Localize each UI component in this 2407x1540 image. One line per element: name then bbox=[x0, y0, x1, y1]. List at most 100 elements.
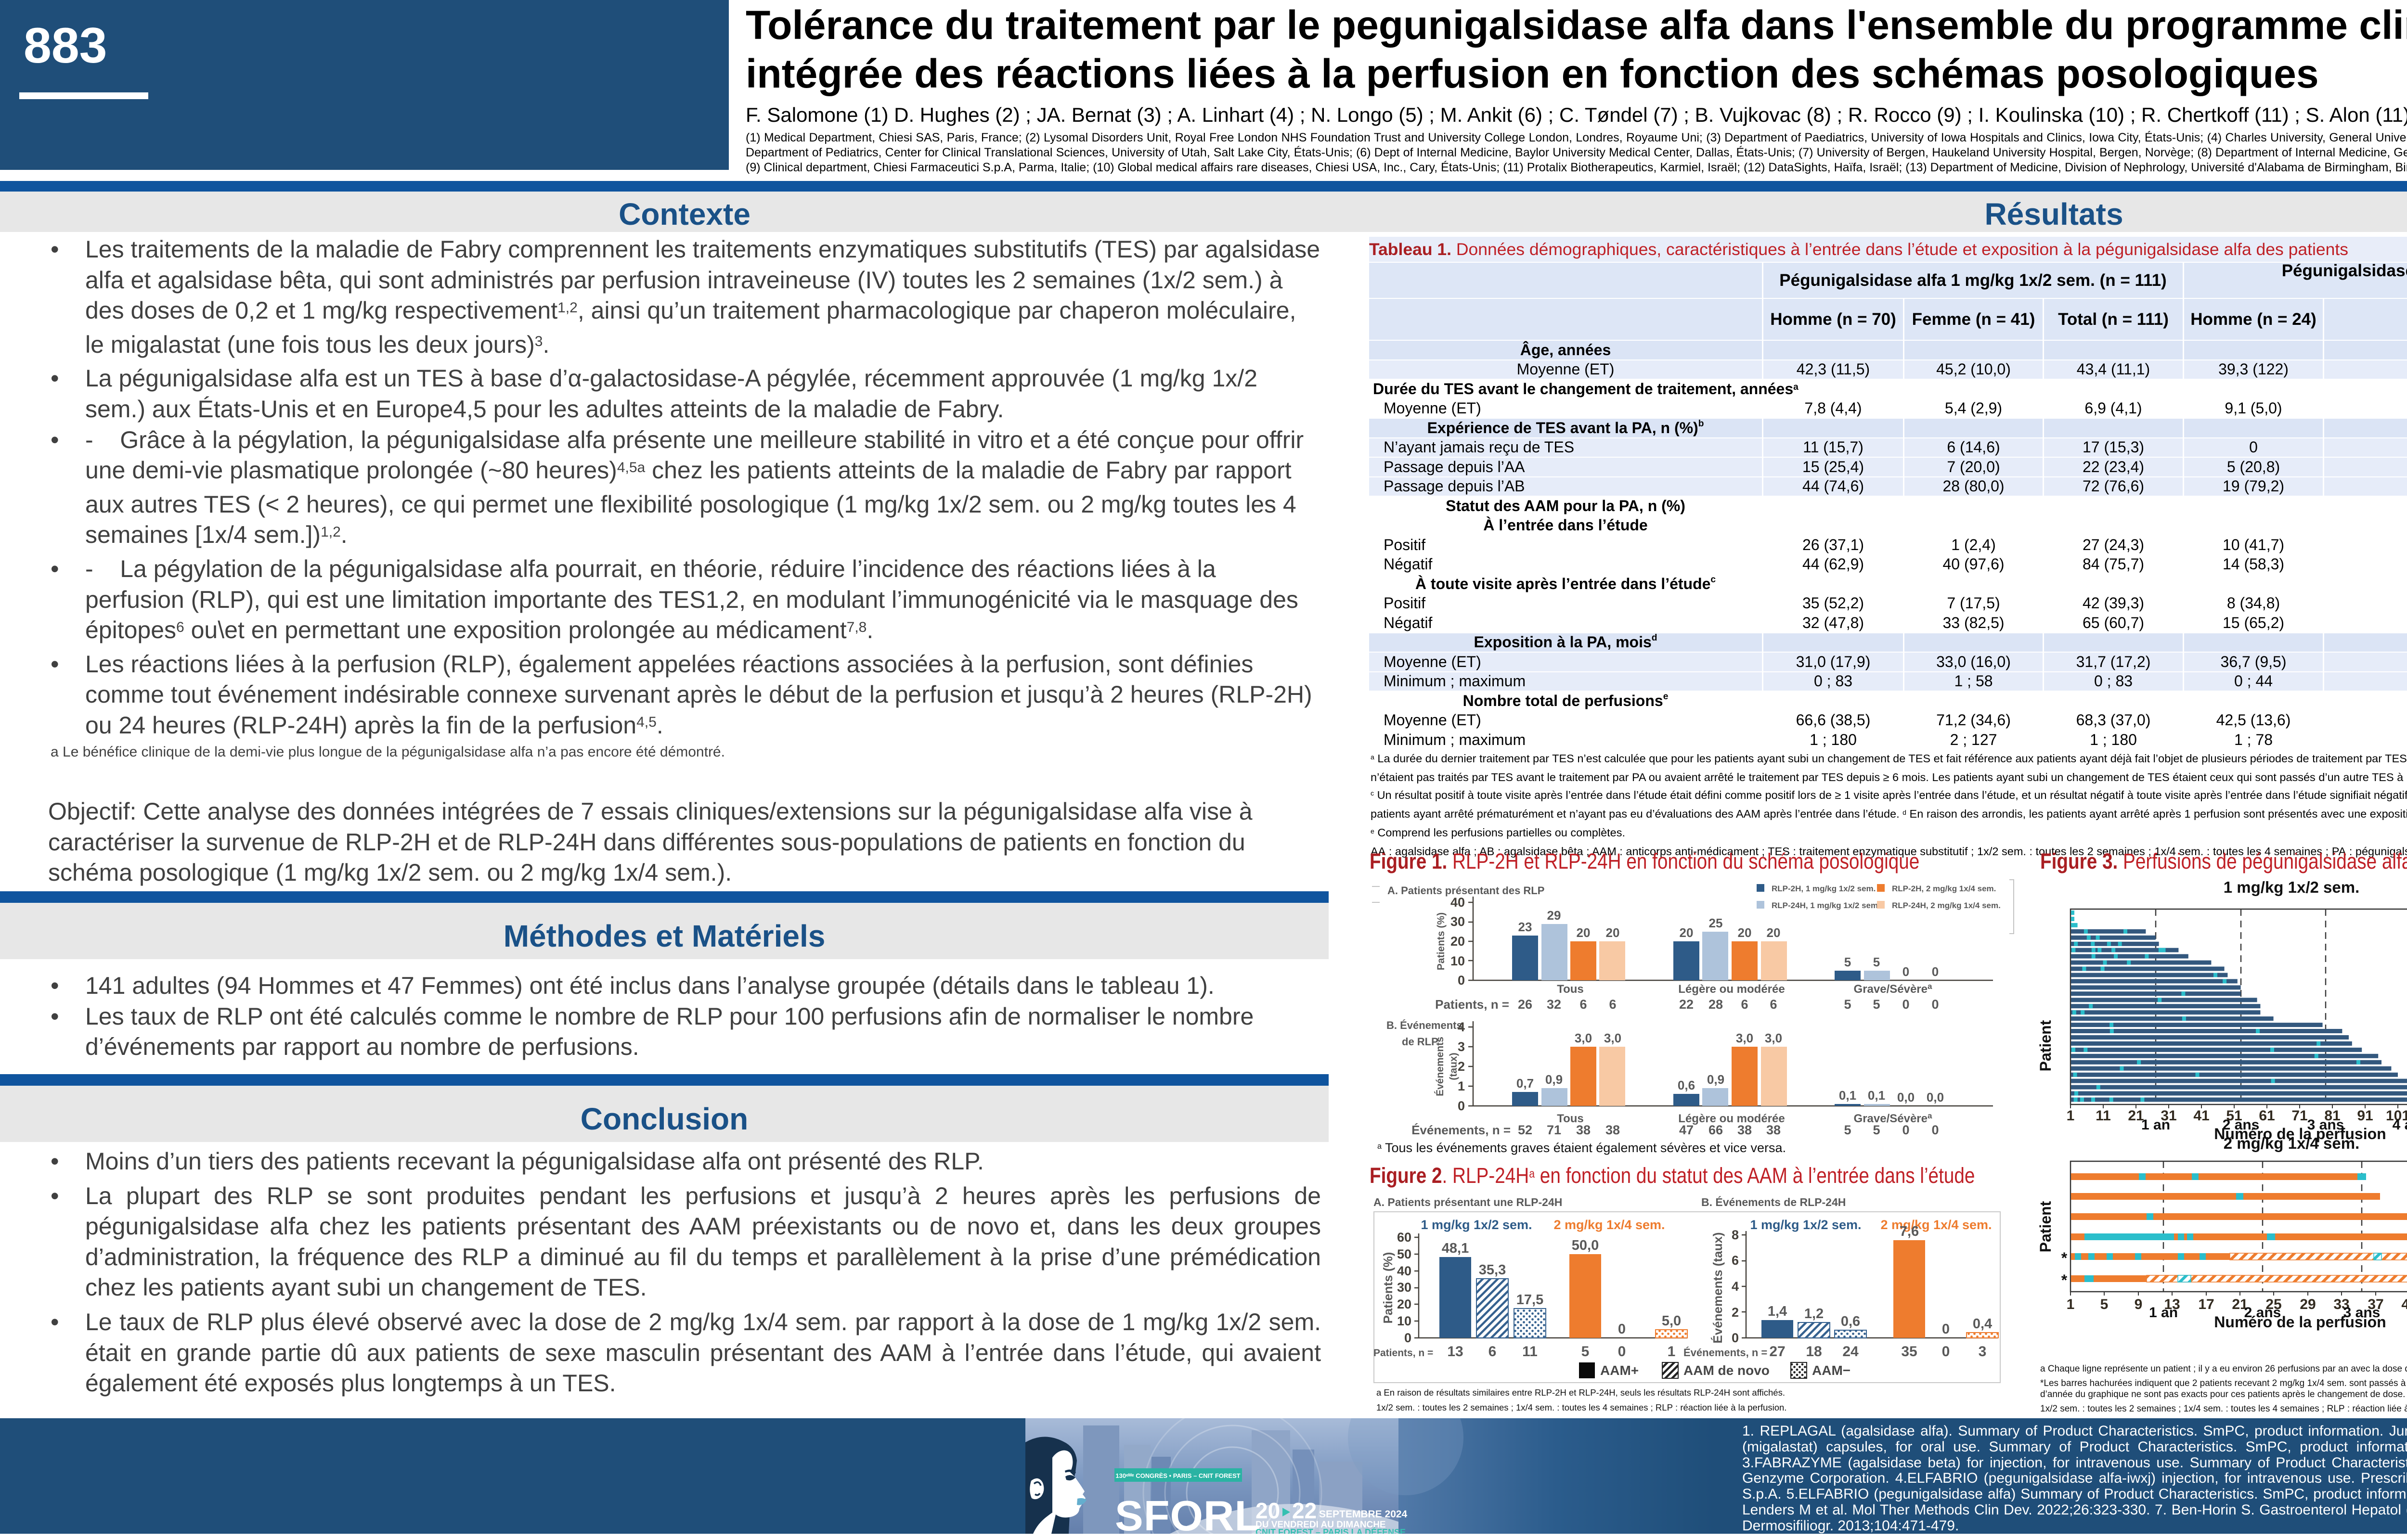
svg-text:101: 101 bbox=[2386, 1108, 2407, 1124]
svg-text:0: 0 bbox=[1458, 973, 1465, 988]
svg-text:3: 3 bbox=[1458, 1040, 1465, 1054]
svg-text:10: 10 bbox=[1450, 954, 1465, 968]
svg-text:1 mg/kg 1x/2 sem.: 1 mg/kg 1x/2 sem. bbox=[1750, 1218, 1861, 1232]
svg-text:20: 20 bbox=[1397, 1297, 1411, 1311]
svg-text:0: 0 bbox=[1931, 997, 1939, 1012]
svg-text:Patients, n =: Patients, n = bbox=[1373, 1348, 1433, 1359]
svg-text:SEPTEMBRE 2024: SEPTEMBRE 2024 bbox=[1319, 1509, 1408, 1520]
svg-text:RLP-24H, 1 mg/kg 1x/2 sem.: RLP-24H, 1 mg/kg 1x/2 sem. bbox=[1772, 901, 1880, 910]
svg-text:6: 6 bbox=[1741, 997, 1748, 1012]
svg-text:Événements: Événements bbox=[1435, 1037, 1446, 1096]
svg-text:33: 33 bbox=[2333, 1296, 2349, 1312]
svg-text:0: 0 bbox=[1618, 1344, 1626, 1360]
svg-text:Patients (%): Patients (%) bbox=[1436, 912, 1447, 970]
svg-text:5: 5 bbox=[1873, 955, 1880, 969]
svg-text:1 mg/kg 1x/2 sem.: 1 mg/kg 1x/2 sem. bbox=[2224, 878, 2359, 896]
svg-text:28: 28 bbox=[1708, 997, 1723, 1012]
svg-text:7,6: 7,6 bbox=[1900, 1224, 1919, 1239]
svg-text:0: 0 bbox=[1902, 964, 1909, 979]
svg-text:1: 1 bbox=[2067, 1108, 2075, 1124]
svg-text:17: 17 bbox=[2198, 1296, 2214, 1312]
svg-text:AAM+: AAM+ bbox=[1600, 1363, 1639, 1378]
svg-text:5,0: 5,0 bbox=[1662, 1313, 1681, 1329]
svg-text:4: 4 bbox=[1458, 1020, 1465, 1034]
svg-text:1 an: 1 an bbox=[2149, 1305, 2178, 1321]
svg-text:31: 31 bbox=[2161, 1108, 2176, 1124]
svg-text:3,0: 3,0 bbox=[1736, 1031, 1753, 1045]
svg-text:DU VENDREDI AU DIMANCHE: DU VENDREDI AU DIMANCHE bbox=[1255, 1520, 1386, 1530]
svg-text:0,0: 0,0 bbox=[1927, 1090, 1944, 1104]
svg-text:8: 8 bbox=[1732, 1228, 1739, 1242]
svg-text:0: 0 bbox=[1942, 1344, 1950, 1360]
svg-text:6: 6 bbox=[1579, 997, 1587, 1012]
svg-text:4: 4 bbox=[1732, 1279, 1739, 1294]
svg-text:0,1: 0,1 bbox=[1868, 1088, 1885, 1103]
svg-text:5: 5 bbox=[2100, 1296, 2109, 1312]
svg-text:20: 20 bbox=[1738, 925, 1752, 940]
svg-text:48,1: 48,1 bbox=[1442, 1241, 1469, 1256]
svg-text:5: 5 bbox=[1873, 1123, 1880, 1137]
svg-text:81: 81 bbox=[2324, 1108, 2340, 1124]
svg-text:Numéro de la perfusion: Numéro de la perfusion bbox=[2214, 1313, 2386, 1331]
svg-text:11: 11 bbox=[1522, 1344, 1538, 1360]
svg-text:2 ans: 2 ans bbox=[2223, 1117, 2260, 1133]
svg-text:RLP-24H, 2 mg/kg 1x/4 sem.: RLP-24H, 2 mg/kg 1x/4 sem. bbox=[1892, 901, 2001, 910]
svg-text:*: * bbox=[2061, 1271, 2068, 1289]
svg-text:0,6: 0,6 bbox=[1841, 1314, 1860, 1329]
svg-text:0: 0 bbox=[1404, 1331, 1411, 1345]
svg-text:Numéro de la perfusion: Numéro de la perfusion bbox=[2214, 1125, 2386, 1142]
svg-text:5: 5 bbox=[1873, 997, 1880, 1012]
svg-text:38: 38 bbox=[1737, 1123, 1752, 1137]
svg-text:20: 20 bbox=[1577, 925, 1591, 940]
svg-text:11: 11 bbox=[2096, 1108, 2111, 1124]
svg-text:Tous: Tous bbox=[1557, 983, 1584, 996]
svg-text:Tous: Tous bbox=[1557, 1112, 1584, 1125]
svg-text:1,2: 1,2 bbox=[1804, 1306, 1824, 1322]
svg-text:29: 29 bbox=[2300, 1296, 2316, 1312]
svg-text:Événements, n =: Événements, n = bbox=[1683, 1347, 1767, 1359]
svg-text:0: 0 bbox=[1902, 997, 1909, 1012]
svg-text:60: 60 bbox=[1397, 1230, 1411, 1245]
svg-text:37: 37 bbox=[2368, 1296, 2383, 1312]
svg-text:A. Patients présentant une RLP: A. Patients présentant une RLP-24H bbox=[1373, 1196, 1562, 1208]
svg-text:20: 20 bbox=[1255, 1498, 1280, 1523]
svg-text:CNIT FOREST – PARIS LA DÉFENSE: CNIT FOREST – PARIS LA DÉFENSE bbox=[1255, 1527, 1406, 1534]
svg-text:AAM−: AAM− bbox=[1812, 1363, 1851, 1378]
svg-text:18: 18 bbox=[1806, 1344, 1822, 1360]
svg-text:0,1: 0,1 bbox=[1839, 1088, 1856, 1103]
svg-text:0: 0 bbox=[1732, 1331, 1739, 1345]
svg-text:50,0: 50,0 bbox=[1572, 1238, 1599, 1253]
svg-text:21: 21 bbox=[2128, 1108, 2144, 1124]
svg-text:0: 0 bbox=[1902, 1123, 1909, 1137]
svg-text:1: 1 bbox=[2067, 1296, 2075, 1312]
svg-text:27: 27 bbox=[1769, 1344, 1785, 1360]
svg-text:Événements (taux): Événements (taux) bbox=[1710, 1232, 1725, 1343]
svg-text:22: 22 bbox=[1679, 997, 1694, 1012]
svg-text:29: 29 bbox=[1547, 908, 1561, 923]
svg-text:3 ans: 3 ans bbox=[2307, 1117, 2344, 1133]
svg-text:Patient: Patient bbox=[2037, 1201, 2054, 1252]
svg-text:52: 52 bbox=[1518, 1123, 1532, 1137]
svg-text:71: 71 bbox=[2291, 1108, 2307, 1124]
svg-text:38: 38 bbox=[1576, 1123, 1591, 1137]
svg-text:1 an: 1 an bbox=[2141, 1117, 2170, 1133]
svg-text:6: 6 bbox=[1770, 997, 1777, 1012]
svg-text:de RLP: de RLP bbox=[1402, 1036, 1438, 1048]
svg-text:9: 9 bbox=[2135, 1296, 2143, 1312]
svg-text:Patient: Patient bbox=[2037, 1020, 2054, 1071]
svg-text:41: 41 bbox=[2193, 1108, 2209, 1124]
svg-text:30: 30 bbox=[1397, 1280, 1411, 1295]
svg-text:38: 38 bbox=[1766, 1123, 1781, 1137]
svg-text:6: 6 bbox=[1732, 1253, 1739, 1268]
svg-text:50: 50 bbox=[1397, 1247, 1411, 1261]
svg-text:5: 5 bbox=[1844, 955, 1851, 969]
svg-text:5: 5 bbox=[1844, 997, 1851, 1012]
svg-text:25: 25 bbox=[2265, 1296, 2281, 1312]
svg-text:51: 51 bbox=[2226, 1108, 2242, 1124]
svg-text:Légère ou modérée: Légère ou modérée bbox=[1678, 1112, 1785, 1125]
svg-text:26: 26 bbox=[1518, 997, 1532, 1012]
svg-text:(taux): (taux) bbox=[1448, 1052, 1459, 1080]
svg-text:Patients (%): Patients (%) bbox=[1381, 1252, 1395, 1324]
svg-text:2 mg/kg 1x/4 sem.: 2 mg/kg 1x/4 sem. bbox=[1880, 1218, 1992, 1232]
svg-text:13: 13 bbox=[1447, 1344, 1463, 1360]
